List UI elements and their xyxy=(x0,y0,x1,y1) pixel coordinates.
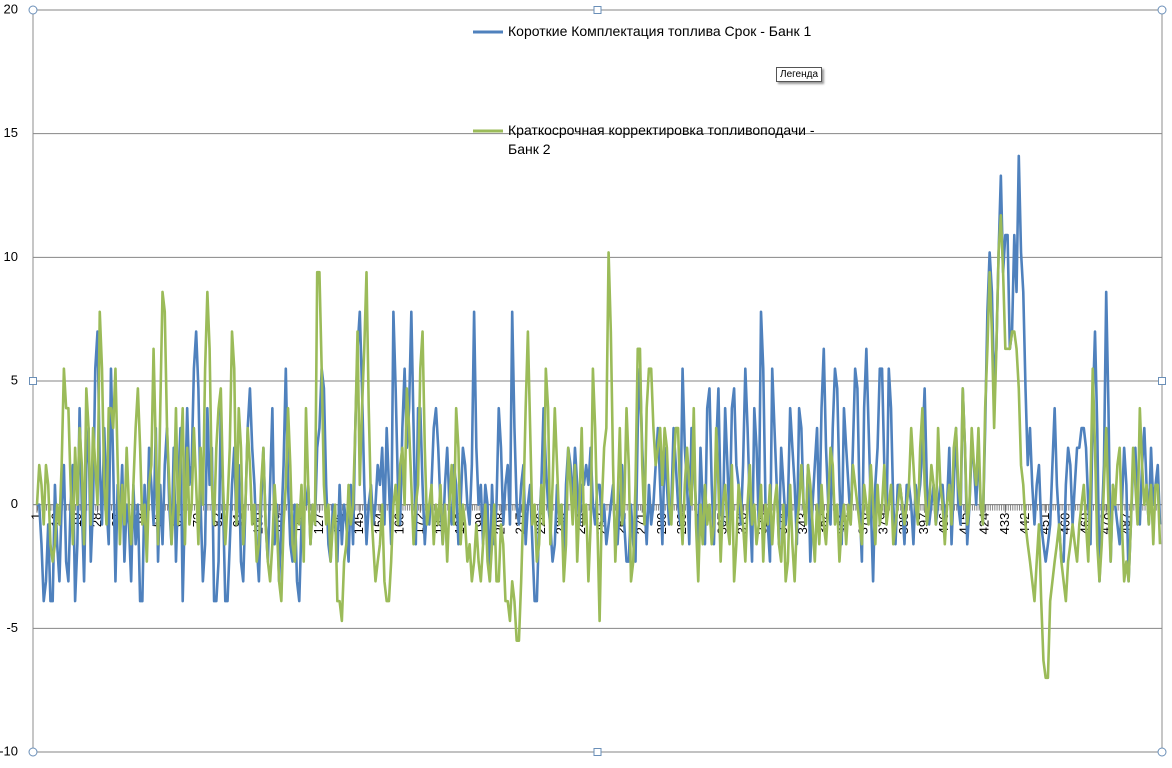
y-tick-label: 0 xyxy=(11,496,18,511)
y-tick-label: 10 xyxy=(4,249,18,264)
y-tick-label: -10 xyxy=(0,743,18,758)
resize-handle xyxy=(593,6,602,14)
series-line xyxy=(35,213,1162,680)
resize-handle xyxy=(1157,747,1167,757)
resize-handle xyxy=(1158,377,1166,385)
resize-handle xyxy=(1157,5,1167,15)
y-tick-label: 5 xyxy=(11,372,18,387)
legend-item[interactable]: Краткосрочная корректировка топливоподач… xyxy=(473,121,815,157)
x-tick-label: 145 xyxy=(351,513,366,535)
resize-handle xyxy=(28,747,38,757)
y-tick-label: 15 xyxy=(4,125,18,140)
x-tick-label: 1 xyxy=(28,513,43,520)
y-tick-label: 20 xyxy=(4,1,18,16)
legend-label: Короткие Комплектация топлива Срок - Бан… xyxy=(508,23,812,39)
resize-handle xyxy=(28,5,38,15)
legend-label: Краткосрочная корректировка топливоподач… xyxy=(508,122,815,157)
x-tick-label: 433 xyxy=(997,513,1012,535)
legend-swatch xyxy=(473,30,503,34)
resize-handle xyxy=(29,377,37,385)
legend-swatch xyxy=(473,129,503,133)
legend-item[interactable]: Короткие Комплектация топлива Срок - Бан… xyxy=(473,22,811,42)
resize-handle xyxy=(593,748,602,756)
y-tick-label: -5 xyxy=(6,620,18,635)
tooltip: Легенда xyxy=(776,67,823,82)
